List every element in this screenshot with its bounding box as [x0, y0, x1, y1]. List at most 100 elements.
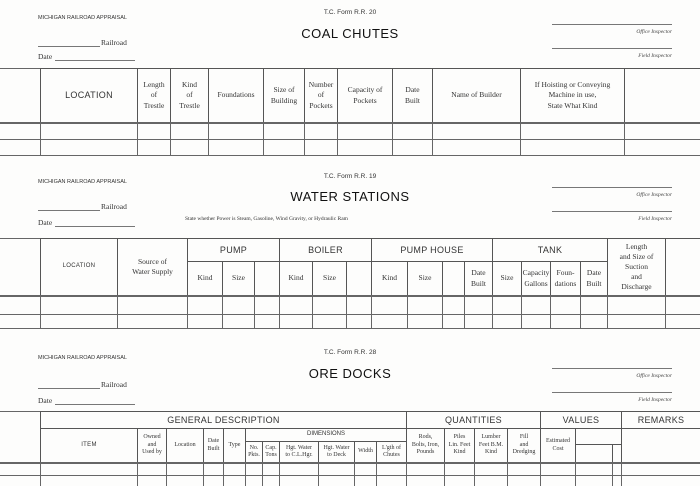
date-label: Date: [38, 396, 53, 405]
header-cap-tons: Cap. Tons: [262, 441, 280, 463]
organization-label: MICHIGAN RAILROAD APPRAISAL: [38, 179, 127, 185]
column-divider: [117, 295, 118, 328]
office-inspector-label: Office Inspector: [636, 192, 672, 198]
column-divider: [346, 295, 347, 328]
header-type: Type: [223, 428, 246, 463]
date-label: Date: [38, 52, 53, 61]
header-blank: [442, 261, 465, 296]
header-ph-date-built: Date Built: [464, 261, 493, 296]
field-inspector-label: Field Inspector: [638, 216, 672, 222]
column-divider: [442, 295, 443, 328]
row-line: [0, 122, 700, 124]
column-divider: [166, 462, 167, 486]
column-divider: [137, 462, 138, 486]
header-hgt-water-cl: Hgt. Water to C.L.Hgr.: [279, 441, 319, 463]
column-divider: [187, 295, 188, 328]
table-row[interactable]: [40, 464, 700, 474]
header-kind-trestle: Kind of Trestle: [170, 68, 209, 123]
header-length-chutes: L'gth of Chutes: [376, 441, 407, 463]
column-divider: [40, 295, 41, 328]
header-values: VALUES: [540, 411, 622, 429]
column-divider: [40, 462, 41, 486]
organization-label: MICHIGAN RAILROAD APPRAISAL: [38, 355, 127, 361]
railroad-label: Railroad: [101, 202, 127, 211]
column-divider: [432, 122, 433, 155]
column-divider: [371, 295, 372, 328]
header-number-pockets: Number of Pockets: [304, 68, 338, 123]
header-ph-kind: Kind: [371, 261, 408, 296]
column-divider: [337, 122, 338, 155]
header-quantities: QUANTITIES: [406, 411, 541, 429]
column-divider: [621, 462, 622, 486]
header-owned: Owned and Used by: [137, 428, 167, 463]
railroad-label: Railroad: [101, 380, 127, 389]
column-divider: [376, 462, 377, 486]
header-blank: [346, 261, 372, 296]
form-water-stations: T.C. Form R.R. 19 MICHIGAN RAILROAD APPRA…: [0, 165, 700, 335]
column-divider: [262, 462, 263, 486]
field-inspector-label: Field Inspector: [638, 53, 672, 59]
office-inspector-line: [552, 368, 672, 369]
header-hgt-water-deck: Hgt. Water to Deck: [318, 441, 355, 463]
header-tank-foundations: Foun- dations: [550, 261, 581, 296]
column-divider: [392, 122, 393, 155]
header-width: Width: [354, 441, 377, 463]
column-divider: [279, 295, 280, 328]
column-divider: [507, 462, 508, 486]
date-label: Date: [38, 218, 53, 227]
column-divider: [170, 122, 171, 155]
header-pump-house: PUMP HOUSE: [371, 238, 493, 262]
form-number: T.C. Form R.R. 20: [323, 9, 377, 16]
column-divider: [223, 462, 224, 486]
railroad-blank-line: [38, 210, 100, 211]
railroad-blank-line: [38, 46, 100, 47]
header-length-trestle: Length of Trestle: [137, 68, 171, 123]
table-row[interactable]: [40, 124, 700, 139]
column-divider: [222, 295, 223, 328]
column-divider: [254, 295, 255, 328]
header-ph-size: Size: [407, 261, 443, 296]
table-row[interactable]: [40, 314, 700, 329]
table-row[interactable]: [40, 141, 700, 156]
header-pump: PUMP: [187, 238, 280, 262]
column-divider: [444, 462, 445, 486]
header-blank: [665, 238, 700, 296]
column-divider: [407, 295, 408, 328]
table-row[interactable]: [40, 476, 700, 486]
column-divider: [137, 122, 138, 155]
form-number: T.C. Form R.R. 19: [323, 173, 377, 180]
column-divider: [665, 295, 666, 328]
column-divider: [406, 462, 407, 486]
column-divider: [540, 462, 541, 486]
header-blank: [624, 68, 700, 123]
column-divider: [263, 122, 264, 155]
header-foundations: Foundations: [208, 68, 264, 123]
table-bottom-border: [0, 155, 700, 156]
railroad-label: Railroad: [101, 38, 127, 47]
column-divider: [624, 122, 625, 155]
header-name-builder: Name of Builder: [432, 68, 521, 123]
column-divider: [203, 462, 204, 486]
header-tank: TANK: [492, 238, 608, 262]
header-source: Source of Water Supply: [117, 238, 188, 296]
column-divider: [208, 122, 209, 155]
column-divider: [318, 462, 319, 486]
office-inspector-line: [552, 187, 672, 188]
table-bottom-border: [0, 328, 700, 329]
column-divider: [279, 462, 280, 486]
header-size-building: Size of Building: [263, 68, 305, 123]
form-number: T.C. Form R.R. 28: [323, 349, 377, 356]
row-line: [0, 475, 700, 476]
field-inspector-line: [552, 392, 672, 393]
form-title: ORE DOCKS: [308, 366, 392, 381]
header-no-pkts: No. Pkts.: [245, 441, 263, 463]
header-piles: Piles Lin. Feet Kind: [444, 428, 475, 463]
header-estimated-cost: Estimated Cost: [540, 428, 576, 463]
column-divider: [464, 295, 465, 328]
header-date-built: Date Built: [392, 68, 433, 123]
row-line: [0, 462, 700, 464]
header-location: Location: [166, 428, 204, 463]
header-general: GENERAL DESCRIPTION: [40, 411, 407, 429]
table-row[interactable]: [40, 297, 700, 312]
